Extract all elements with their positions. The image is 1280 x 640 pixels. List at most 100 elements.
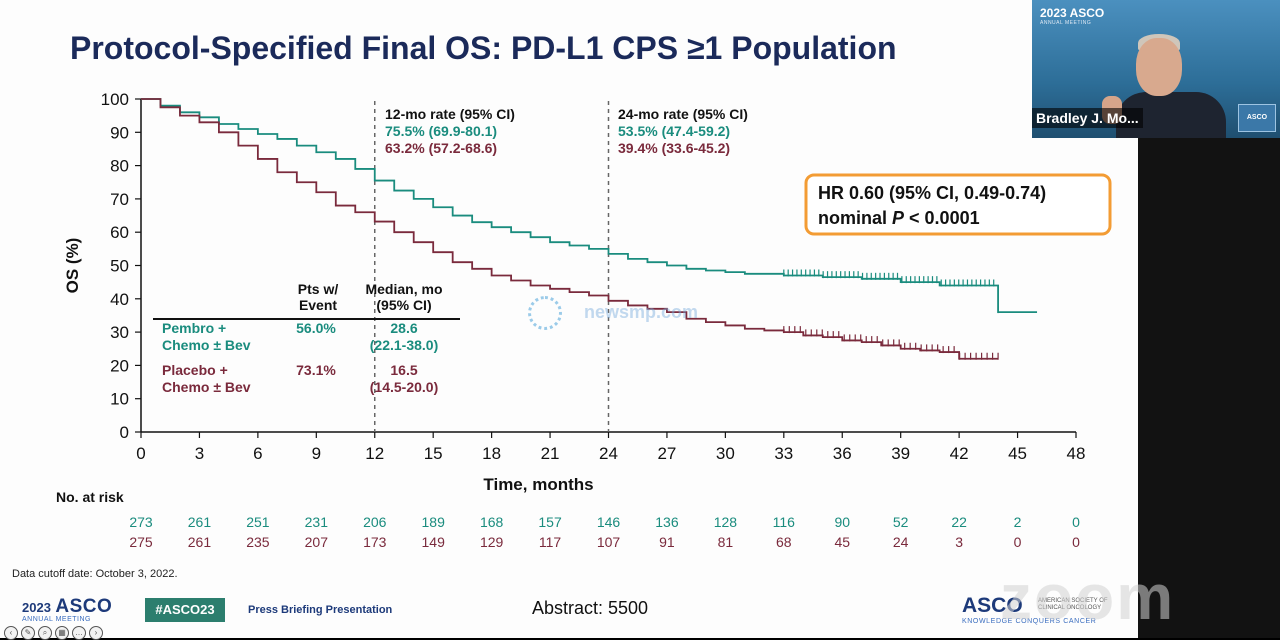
table-col1-header: Event	[299, 297, 337, 313]
y-tick-label: 100	[101, 90, 129, 109]
at-risk-pembro-value: 2	[1013, 514, 1022, 530]
at-risk-pembro-value: 273	[129, 514, 153, 530]
table-row-label: Chemo ± Bev	[162, 337, 251, 353]
y-tick-label: 80	[110, 157, 129, 176]
asco-society-tagline: KNOWLEDGE CONQUERS CANCER	[962, 618, 1097, 625]
km-curve-placebo	[141, 98, 999, 360]
at-risk-pembro-value: 136	[655, 514, 679, 530]
at-risk-placebo-value: 45	[834, 534, 851, 550]
speaker-video-tile[interactable]: 2023 ASCO ANNUAL MEETING ASCO Bradley J.…	[1032, 0, 1280, 138]
watermark-text: newsmp.com	[584, 301, 699, 322]
at-risk-pembro-value: 146	[596, 514, 621, 530]
table-median-ci: (14.5-20.0)	[370, 379, 438, 395]
p-value-prefix: nominal	[818, 208, 892, 228]
table-median-value: 16.5	[390, 362, 417, 378]
at-risk-placebo-value: 91	[659, 534, 675, 550]
table-row-label: Chemo ± Bev	[162, 379, 251, 395]
x-tick-label: 18	[482, 444, 501, 463]
footer: 2023 ASCO ANNUAL MEETING #ASCO23 Press B…	[0, 588, 1138, 638]
table-events-value: 73.1%	[296, 362, 336, 378]
at-risk-placebo-value: 275	[129, 534, 153, 550]
at-risk-pembro-value: 206	[363, 514, 387, 530]
press-briefing-label: Press Briefing Presentation	[248, 604, 393, 616]
at-risk-pembro-value: 52	[892, 514, 909, 530]
at-risk-row-pembro: 273 261 251 231 206 189 168 157 146 136 128 116 90 52…	[0, 514, 1138, 532]
video-logo-year: 2023	[1040, 6, 1067, 20]
p-value-text: nominal P < 0.0001	[818, 208, 980, 228]
km-curve-pembro	[141, 98, 1038, 314]
x-tick-label: 12	[365, 444, 384, 463]
x-tick-label: 48	[1067, 444, 1086, 463]
asco-logo-year: 2023	[22, 600, 51, 615]
y-tick-label: 0	[120, 423, 129, 442]
at-risk-row-placebo: 275 261 235 207 173 149 129 117 107 91 81 68 45 24 3 0 0	[0, 534, 1138, 552]
slide-title: Protocol-Specified Final OS: PD-L1 CPS ≥…	[70, 30, 897, 66]
at-risk-header: No. at risk	[56, 489, 124, 505]
table-median-value: 28.6	[390, 320, 417, 336]
x-tick-label: 24	[599, 444, 618, 463]
y-tick-label: 10	[110, 390, 129, 409]
at-risk-pembro-value: 90	[834, 514, 851, 530]
at-risk-pembro-value: 261	[187, 514, 212, 530]
asco-meeting-logo: 2023 ASCO ANNUAL MEETING	[22, 596, 112, 623]
slides-icon[interactable]: ▦	[55, 626, 69, 640]
asco-society-name: ASCO	[962, 594, 1023, 617]
video-logo-name: ASCO	[1069, 6, 1105, 20]
x-tick-label: 3	[195, 444, 204, 463]
rate12-header: 12-mo rate (95% CI)	[385, 106, 515, 122]
table-col2-header: Median, mo	[365, 281, 442, 297]
y-tick-label: 30	[110, 323, 129, 342]
data-cutoff-note: Data cutoff date: October 3, 2022.	[12, 568, 178, 580]
back-icon[interactable]: ‹	[4, 626, 18, 640]
p-value-suffix: < 0.0001	[904, 208, 980, 228]
x-tick-label: 42	[950, 444, 969, 463]
x-tick-label: 30	[716, 444, 735, 463]
watermark: newsmp.com	[528, 296, 698, 330]
speaker-head	[1136, 38, 1182, 96]
y-tick-label: 90	[110, 123, 129, 142]
x-tick-label: 9	[312, 444, 321, 463]
at-risk-pembro-value: 116	[772, 514, 795, 530]
y-tick-label: 40	[110, 290, 129, 309]
asco-society-fullname: AMERICAN SOCIETY OF CLINICAL ONCOLOGY	[1038, 598, 1108, 611]
x-tick-label: 27	[657, 444, 676, 463]
at-risk-pembro-value: 0	[1072, 514, 1080, 530]
x-tick-label: 45	[1008, 444, 1027, 463]
at-risk-placebo-value: 129	[479, 534, 504, 550]
table-col2-header: (95% CI)	[376, 297, 431, 313]
rate24-header: 24-mo rate (95% CI)	[618, 106, 748, 122]
at-risk-placebo-value: 207	[304, 534, 328, 550]
at-risk-placebo-value: 68	[776, 534, 792, 550]
p-symbol: P	[892, 208, 905, 228]
at-risk-placebo-value: 261	[187, 534, 212, 550]
at-risk-pembro-value: 189	[421, 514, 445, 530]
hashtag-badge: #ASCO23	[145, 598, 225, 622]
at-risk-pembro-value: 22	[951, 514, 967, 530]
at-risk-placebo-value: 3	[955, 534, 964, 550]
hr-box	[804, 173, 1112, 236]
asco-logo-sub: ANNUAL MEETING	[22, 616, 91, 623]
hr-text: HR 0.60 (95% CI, 0.49-0.74)	[818, 183, 1046, 203]
rate12-placebo: 63.2% (57.2-68.6)	[385, 140, 497, 156]
x-tick-label: 39	[891, 444, 910, 463]
asco-society-logo: ASCO AMERICAN SOCIETY OF CLINICAL ONCOLO…	[962, 594, 1108, 625]
video-asco-logo: 2023 ASCO	[1040, 6, 1104, 20]
rate12-pembro: 75.5% (69.9-80.1)	[385, 123, 497, 139]
abstract-number: Abstract: 5500	[532, 598, 649, 618]
at-risk-placebo-value: 235	[246, 534, 270, 550]
zoom-watermark: zoom	[1000, 561, 1176, 633]
y-axis-label: OS (%)	[63, 238, 82, 294]
at-risk-pembro-value: 157	[538, 514, 562, 530]
at-risk-placebo-value: 0	[1072, 534, 1080, 550]
y-tick-label: 20	[110, 356, 129, 375]
speaker-name-label: Bradley J. Mo...	[1032, 108, 1143, 128]
asco-logo-name: ASCO	[55, 596, 113, 617]
y-tick-label: 70	[110, 190, 129, 209]
at-risk-placebo-value: 0	[1013, 534, 1022, 550]
x-tick-label: 36	[833, 444, 852, 463]
video-asco-box-logo: ASCO	[1238, 104, 1276, 132]
rate24-pembro: 53.5% (47.4-59.2)	[618, 123, 730, 139]
x-tick-label: 21	[541, 444, 560, 463]
x-tick-label: 33	[774, 444, 793, 463]
